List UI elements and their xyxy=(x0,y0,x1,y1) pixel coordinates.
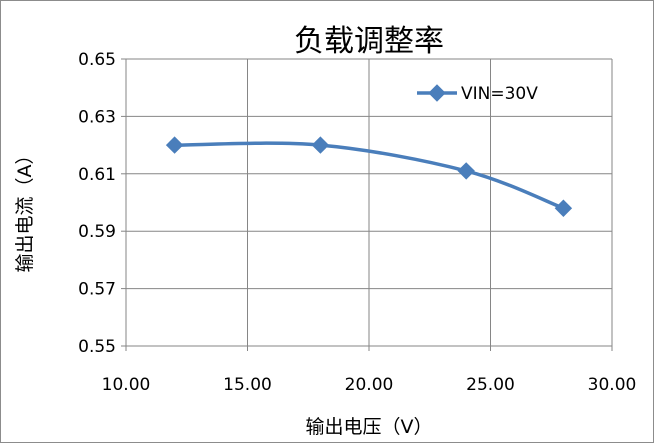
series xyxy=(165,136,573,217)
y-ticks: 0.55 0.57 0.59 0.61 0.63 0.65 xyxy=(78,50,126,357)
x-ticks: 10.00 15.00 20.00 25.00 30.00 xyxy=(102,346,637,395)
x-axis-label: 输出电压（V） xyxy=(306,416,433,438)
x-tick-label: 15.00 xyxy=(223,375,272,395)
y-tick-label: 0.59 xyxy=(78,222,116,242)
legend-label: VIN=30V xyxy=(461,84,538,104)
grid xyxy=(125,58,613,347)
x-tick-label: 30.00 xyxy=(588,375,637,395)
data-point-marker xyxy=(311,136,330,154)
y-tick-label: 0.63 xyxy=(78,107,116,127)
legend: VIN=30V xyxy=(417,84,538,104)
data-point-marker xyxy=(554,199,573,217)
legend-marker-diamond xyxy=(428,84,446,102)
y-tick-label: 0.57 xyxy=(78,280,116,300)
x-tick-label: 25.00 xyxy=(466,375,515,395)
y-tick-label: 0.55 xyxy=(78,337,116,357)
y-axis-label: 输出电流（A） xyxy=(14,146,36,273)
data-point-marker xyxy=(457,162,475,180)
y-tick-label: 0.61 xyxy=(78,165,116,185)
x-tick-label: 10.00 xyxy=(102,375,151,395)
y-tick-label: 0.65 xyxy=(78,50,116,70)
data-point-marker xyxy=(165,136,184,154)
x-tick-label: 20.00 xyxy=(345,375,394,395)
chart-title: 负载调整率 xyxy=(294,24,444,59)
series-line xyxy=(172,141,566,210)
